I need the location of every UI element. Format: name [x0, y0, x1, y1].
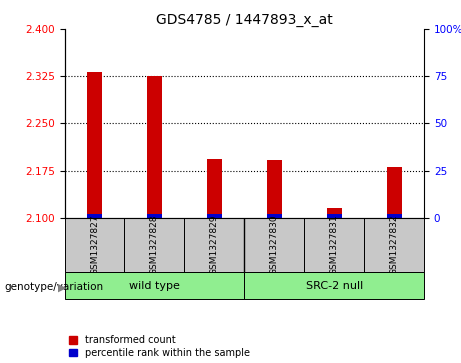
- Text: ▶: ▶: [58, 282, 66, 293]
- Text: GSM1327830: GSM1327830: [270, 215, 279, 276]
- Text: GSM1327832: GSM1327832: [390, 215, 399, 275]
- Bar: [364, 218, 424, 272]
- Title: GDS4785 / 1447893_x_at: GDS4785 / 1447893_x_at: [156, 13, 333, 26]
- Text: GSM1327829: GSM1327829: [210, 215, 219, 275]
- Bar: [147, 76, 162, 218]
- Bar: [207, 159, 222, 218]
- Bar: [267, 214, 282, 218]
- Text: GSM1327831: GSM1327831: [330, 215, 339, 276]
- Bar: [327, 214, 342, 218]
- Text: GSM1327828: GSM1327828: [150, 215, 159, 275]
- Bar: [304, 218, 364, 272]
- Bar: [87, 214, 102, 218]
- Text: SRC-2 null: SRC-2 null: [306, 281, 363, 291]
- Legend: transformed count, percentile rank within the sample: transformed count, percentile rank withi…: [70, 335, 250, 358]
- Bar: [65, 272, 244, 299]
- Bar: [387, 167, 402, 218]
- Bar: [184, 218, 244, 272]
- Bar: [244, 272, 424, 299]
- Text: genotype/variation: genotype/variation: [5, 282, 104, 293]
- Bar: [87, 72, 102, 218]
- Bar: [65, 218, 124, 272]
- Bar: [387, 214, 402, 218]
- Bar: [124, 218, 184, 272]
- Text: wild type: wild type: [129, 281, 180, 291]
- Bar: [327, 208, 342, 218]
- Bar: [207, 214, 222, 218]
- Text: GSM1327827: GSM1327827: [90, 215, 99, 275]
- Bar: [267, 160, 282, 218]
- Bar: [147, 214, 162, 218]
- Bar: [244, 218, 304, 272]
